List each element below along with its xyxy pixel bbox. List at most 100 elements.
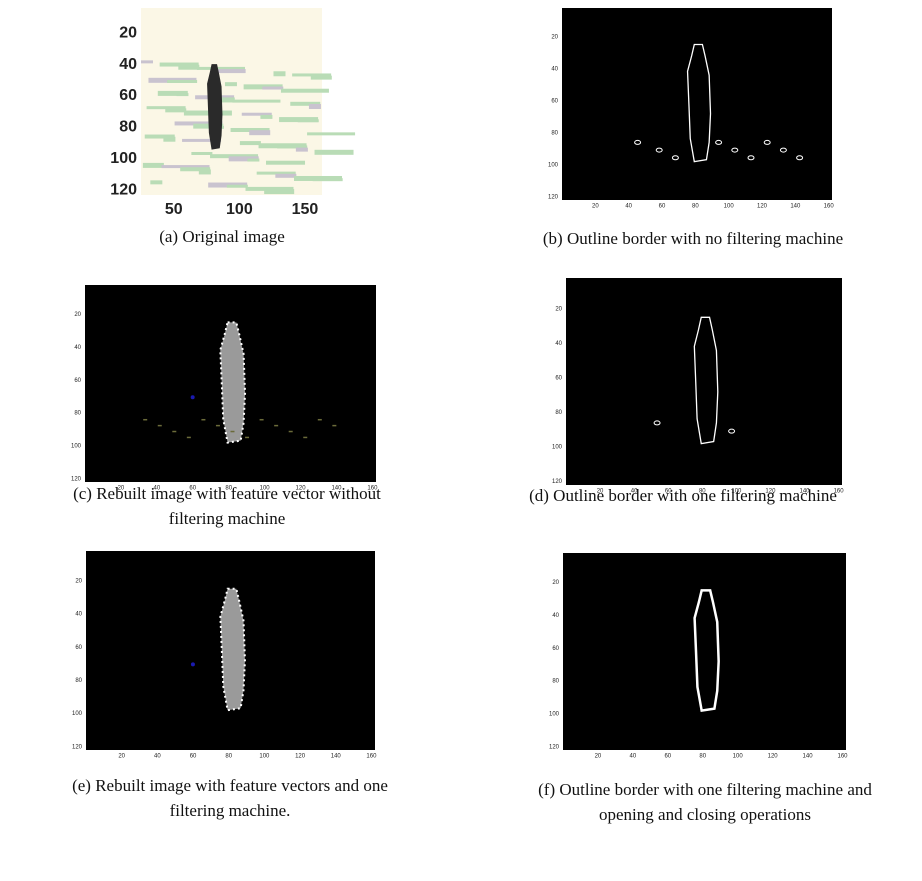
image-texture: [227, 185, 248, 188]
y-tick-label: 20: [555, 307, 562, 313]
noise-dot: [191, 395, 195, 399]
image-texture: [225, 82, 237, 86]
image-texture: [309, 104, 321, 109]
caption: (b) Outline border with no filtering mac…: [543, 229, 843, 248]
figure: 2040608010012050100150(a) Original image…: [0, 0, 922, 881]
image-texture: [141, 60, 153, 63]
noise-dot: [216, 425, 220, 427]
y-tick-label: 40: [74, 345, 81, 351]
image-texture: [307, 132, 355, 135]
image-texture: [296, 148, 308, 152]
image-texture: [262, 87, 283, 90]
x-tick-label: 160: [837, 754, 848, 760]
image-texture: [191, 152, 212, 155]
noise-dot: [158, 425, 162, 427]
y-tick-label: 120: [71, 476, 82, 482]
image-texture: [273, 71, 285, 76]
image-texture: [298, 119, 319, 122]
image-texture: [315, 150, 354, 155]
figure-panel: 2040608010012050100150(a) Original image: [110, 8, 355, 246]
noise-dot: [187, 437, 191, 439]
y-tick-label: 80: [74, 411, 81, 417]
image-texture: [249, 130, 270, 135]
noise-dot: [143, 419, 147, 421]
figure-panel: 2040608010012020406080100120140160(d) Ou…: [529, 278, 844, 505]
y-tick-label: 20: [74, 312, 81, 318]
x-tick-label: 140: [331, 754, 342, 760]
x-tick-label: 160: [366, 754, 377, 760]
x-tick-label: 80: [692, 204, 699, 210]
image-texture: [216, 69, 246, 73]
x-tick-label: 120: [757, 204, 768, 210]
image-texture: [240, 141, 261, 145]
y-tick-label: 20: [552, 580, 559, 586]
caption: filtering machine: [169, 509, 286, 528]
x-tick-label: 60: [659, 204, 666, 210]
y-tick-label: 80: [552, 679, 559, 685]
y-tick-label: 80: [555, 410, 562, 416]
caption: opening and closing operations: [599, 805, 811, 824]
image-texture: [150, 180, 162, 184]
x-tick-label: 40: [625, 204, 632, 210]
image-texture: [163, 137, 175, 142]
image-texture: [281, 89, 329, 93]
y-tick-label: 80: [551, 130, 558, 136]
image-texture: [167, 80, 197, 83]
x-tick-label: 20: [592, 204, 599, 210]
y-tick-label: 100: [72, 711, 83, 717]
image-texture: [232, 100, 280, 103]
y-tick-label: 60: [551, 98, 558, 104]
caption: (f) Outline border with one filtering ma…: [538, 780, 872, 799]
image-texture: [260, 115, 272, 119]
y-tick-label: 100: [552, 445, 563, 451]
caption: (d) Outline border with one filtering ma…: [529, 486, 837, 505]
image-texture: [184, 111, 232, 116]
image: [566, 278, 842, 485]
y-tick-label: 120: [110, 182, 137, 199]
x-tick-label: 100: [259, 754, 270, 760]
x-tick-label: 40: [630, 754, 637, 760]
y-tick-label: 120: [552, 479, 563, 485]
image-texture: [176, 93, 188, 96]
x-tick-label: 60: [664, 754, 671, 760]
caption: (c) Rebuilt image with feature vector wi…: [73, 484, 381, 503]
image-texture: [165, 108, 186, 112]
noise-dot: [289, 431, 293, 433]
y-tick-label: 60: [74, 378, 81, 384]
y-tick-label: 80: [119, 119, 137, 136]
y-tick-label: 100: [71, 443, 82, 449]
image-texture: [266, 161, 305, 165]
x-tick-label: 20: [595, 754, 602, 760]
noise-dot: [303, 437, 307, 439]
y-tick-label: 20: [551, 34, 558, 40]
x-tick-label: 140: [803, 754, 814, 760]
noise-dot: [172, 431, 176, 433]
noise-dot: [201, 419, 205, 421]
image-texture: [264, 189, 294, 194]
y-tick-label: 40: [119, 56, 137, 73]
x-tick-label: 40: [154, 754, 161, 760]
y-tick-label: 120: [548, 194, 559, 200]
noise-dot: [274, 425, 278, 427]
image: [562, 8, 832, 200]
noise-dot: [318, 419, 322, 421]
y-tick-label: 20: [119, 24, 137, 41]
y-tick-label: 100: [548, 162, 559, 168]
y-tick-label: 60: [552, 646, 559, 652]
noise-dot: [231, 431, 235, 433]
y-tick-label: 40: [555, 341, 562, 347]
image-texture: [178, 65, 199, 70]
image: [563, 553, 846, 750]
y-tick-label: 100: [549, 711, 560, 717]
x-tick-label: 50: [165, 201, 183, 218]
x-tick-label: 60: [190, 754, 197, 760]
x-tick-label: 20: [118, 754, 125, 760]
x-tick-label: 100: [226, 201, 253, 218]
y-tick-label: 60: [555, 376, 562, 382]
image-texture: [247, 159, 259, 162]
noise-dot: [191, 662, 195, 666]
